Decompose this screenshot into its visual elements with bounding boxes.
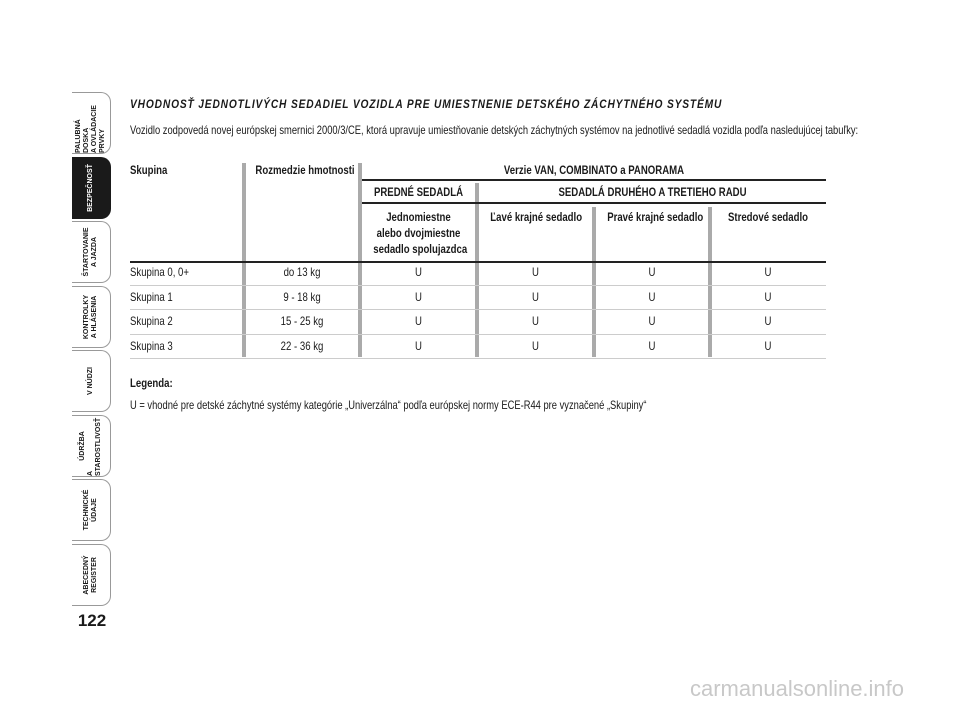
table-cell: U bbox=[764, 265, 772, 279]
table-cell: U bbox=[415, 265, 422, 279]
sidebar-tab: ŠTARTOVANIE A JAZDA bbox=[72, 221, 111, 283]
tab-label-line: KONTROLKY bbox=[83, 294, 90, 339]
column-divider bbox=[358, 163, 362, 357]
sidebar-tab: BEZPEČNOSŤ bbox=[72, 156, 111, 219]
row-divider bbox=[130, 309, 826, 311]
group-header: SEDADLÁ DRUHÉHO A TRETIEHO RADU bbox=[558, 185, 747, 199]
sidebar-tab: PALUBNÁ DOSKA A OVLÁDACIE PRVKY bbox=[72, 92, 111, 154]
table-cell: 15 - 25 kg bbox=[280, 314, 324, 328]
tab-label-line: PALUBNÁ DOSKA bbox=[75, 119, 90, 153]
row-divider bbox=[130, 285, 826, 286]
tab-label-line: A JAZDA bbox=[91, 236, 98, 268]
table-cell: U bbox=[648, 265, 656, 279]
sidebar-tab: KONTROLKY A HLÁSENIA bbox=[72, 285, 111, 348]
table-cell: U bbox=[648, 338, 656, 353]
tab-label: ABECEDNÝ REGISTER bbox=[72, 545, 110, 605]
sidebar-tab: TECHNICKÉ ÚDAJE bbox=[72, 479, 111, 541]
table-cell: 22 - 36 kg bbox=[280, 338, 324, 353]
table-cell: U bbox=[415, 314, 422, 328]
tab-label: ÚDRŽBA A STAROSTLIVOSŤ bbox=[72, 416, 110, 476]
tab-label-line: ABECEDNÝ bbox=[83, 554, 90, 595]
tab-label-line: ŠTARTOVANIE bbox=[83, 227, 90, 277]
tab-label-line: A OVLÁDACIE PRVKY bbox=[91, 105, 106, 153]
legend-text: U = vhodné pre detské záchytné systémy k… bbox=[130, 398, 647, 412]
table-cell: U bbox=[648, 314, 656, 328]
table-cell: U bbox=[532, 314, 539, 328]
seat-header: Jednomiestne alebo dvojmiestne sedadlo spo… bbox=[373, 209, 468, 257]
table-cell: U bbox=[532, 338, 539, 353]
table-cell: Skupina 2 bbox=[130, 314, 173, 328]
row-divider bbox=[130, 333, 826, 335]
tab-label-line: BEZPEČNOSŤ bbox=[87, 163, 94, 212]
sidebar-tab: ÚDRŽBA A STAROSTLIVOSŤ bbox=[72, 414, 111, 477]
group-header: PREDNÉ SEDADLÁ bbox=[373, 185, 464, 199]
tab-label-line: ÚDAJE bbox=[91, 498, 98, 522]
tab-label-line: REGISTER bbox=[91, 556, 98, 593]
column-header: Rozmedzie hmotnosti bbox=[255, 163, 355, 177]
sidebar-tab: V NÚDZI bbox=[72, 350, 111, 412]
table-cell: U bbox=[415, 289, 422, 304]
legend-title: Legenda: bbox=[130, 376, 173, 390]
table-cell: U bbox=[532, 289, 539, 304]
sidebar-tab: ABECEDNÝ REGISTER bbox=[72, 543, 111, 606]
page-number: 122 bbox=[77, 611, 107, 630]
table-cell: U bbox=[532, 265, 539, 279]
seat-header-line: Pravé krajné sedadlo bbox=[607, 210, 704, 224]
table-cell: Skupina 3 bbox=[130, 338, 173, 353]
column-header: Skupina bbox=[130, 163, 168, 177]
table-cell: U bbox=[648, 289, 656, 304]
table-cell: U bbox=[764, 289, 772, 304]
rule bbox=[362, 179, 826, 181]
column-divider bbox=[592, 207, 596, 357]
seat-header: Stredové sedadlo bbox=[723, 209, 813, 225]
tab-label: TECHNICKÉ ÚDAJE bbox=[72, 480, 110, 540]
row-divider bbox=[130, 357, 826, 359]
table-cell: 9 - 18 kg bbox=[283, 289, 321, 304]
rule bbox=[130, 261, 826, 263]
version-header: Verzie VAN, COMBINATO a PANORAMA bbox=[503, 163, 685, 177]
rule bbox=[362, 202, 826, 204]
seat-header-line: alebo dvojmiestne bbox=[376, 226, 461, 240]
tab-label: PALUBNÁ DOSKA A OVLÁDACIE PRVKY bbox=[72, 93, 110, 153]
tab-label: KONTROLKY A HLÁSENIA bbox=[72, 287, 110, 347]
tab-label-line: A HLÁSENIA bbox=[91, 295, 98, 338]
title: VHODNOSŤ JEDNOTLIVÝCH SEDADIEL VOZIDLA P… bbox=[130, 97, 723, 111]
column-divider bbox=[708, 207, 712, 357]
table-cell: Skupina 1 bbox=[130, 289, 173, 304]
seat-header: Ľavé krajné sedadlo bbox=[490, 209, 583, 225]
seat-header-line: sedadlo spolujazdca bbox=[373, 242, 468, 256]
intro: Vozidlo zodpovedá novej európskej smerni… bbox=[130, 123, 859, 137]
watermark: carmanualsonline.info bbox=[690, 676, 905, 701]
tab-label-line: A STAROSTLIVOSŤ bbox=[87, 417, 102, 476]
column-divider bbox=[242, 163, 246, 357]
tab-label-line: V NÚDZI bbox=[87, 367, 94, 395]
seat-header: Pravé krajné sedadlo bbox=[607, 209, 704, 225]
tab-label-line: ÚDRŽBA bbox=[79, 430, 86, 461]
table-cell: U bbox=[764, 314, 772, 328]
seat-header-line: Ľavé krajné sedadlo bbox=[490, 210, 583, 224]
tab-label: V NÚDZI bbox=[72, 351, 110, 411]
seat-header-line: Jednomiestne bbox=[386, 210, 451, 224]
table-cell: do 13 kg bbox=[283, 265, 321, 279]
seat-header-line: Stredové sedadlo bbox=[727, 210, 809, 224]
table-cell: Skupina 0, 0+ bbox=[130, 265, 189, 279]
tab-label: BEZPEČNOSŤ bbox=[72, 158, 110, 218]
tab-label: ŠTARTOVANIE A JAZDA bbox=[72, 222, 110, 282]
column-divider bbox=[475, 183, 479, 357]
table-cell: U bbox=[415, 338, 422, 353]
table-cell: U bbox=[764, 338, 772, 353]
tab-label-line: TECHNICKÉ bbox=[83, 489, 90, 531]
